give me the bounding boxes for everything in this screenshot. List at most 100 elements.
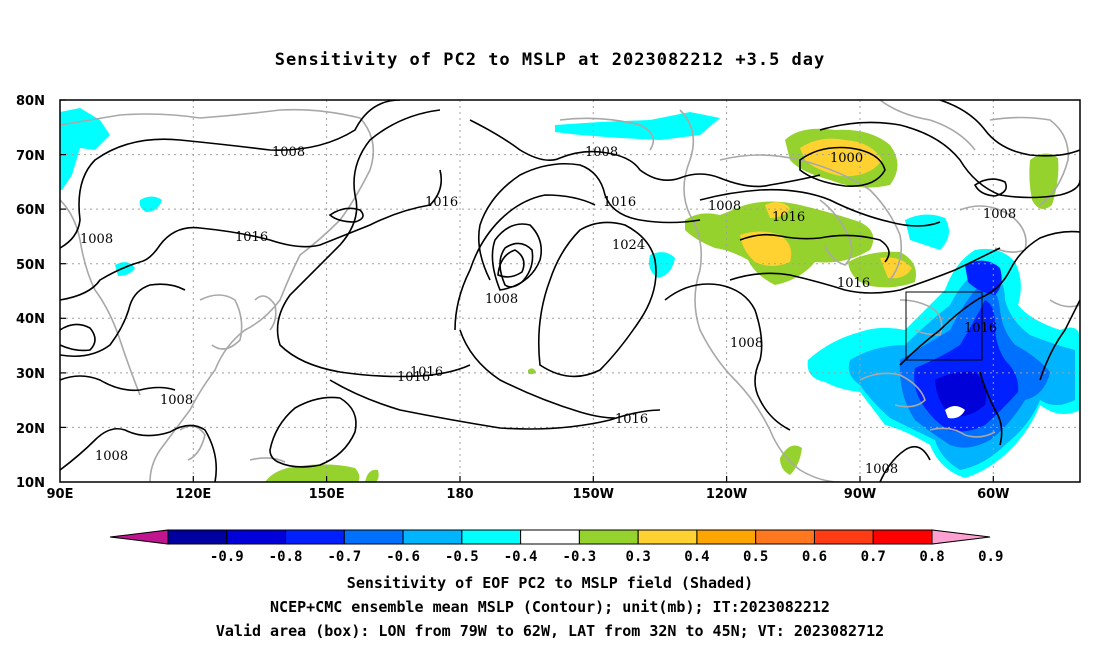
coastline xyxy=(679,109,841,482)
colorbar-swatch xyxy=(872,529,933,545)
colorbar-swatch xyxy=(226,529,287,545)
colorbar-swatch xyxy=(343,529,404,545)
contour-label: 1008 xyxy=(485,292,518,307)
isobar xyxy=(739,233,890,263)
colorbar-tick-label: 0.3 xyxy=(626,549,651,565)
lat-labels: 80N 70N 60N 50N 40N 30N 20N 10N xyxy=(16,94,45,491)
isobar xyxy=(729,247,1001,294)
isobar xyxy=(60,323,96,352)
coastline xyxy=(929,427,996,438)
contour-label: 1008 xyxy=(708,199,741,214)
colorbar-tick-label: -0.5 xyxy=(445,549,479,565)
coastline xyxy=(859,372,926,408)
isobar xyxy=(454,194,596,331)
isobar xyxy=(1039,299,1080,381)
coastline xyxy=(959,205,1027,253)
colorbar-min-arrow xyxy=(109,529,169,545)
shade-region xyxy=(365,469,379,482)
shade-region xyxy=(780,445,802,475)
colorbar-swatch xyxy=(402,529,463,545)
plot-frame xyxy=(59,99,1081,483)
sensitivity-shading xyxy=(60,108,1080,482)
coastline xyxy=(254,295,277,331)
contour-label: 1016 xyxy=(410,365,443,380)
shade-region xyxy=(880,257,912,279)
valid-area-box xyxy=(905,291,983,361)
colorbar-swatch xyxy=(520,529,580,545)
colorbar-swatch xyxy=(755,529,815,545)
colorbar-tick-label: 0.5 xyxy=(743,549,768,565)
coastline xyxy=(719,154,903,281)
coastline xyxy=(60,108,375,482)
lon-label: 120E xyxy=(175,487,211,502)
shade-region xyxy=(935,371,987,417)
coastline xyxy=(819,199,853,266)
lon-label: 150E xyxy=(309,487,345,502)
colorbar-swatch xyxy=(813,529,874,545)
contour-label: 1016 xyxy=(603,195,636,210)
lon-label: 150W xyxy=(573,487,614,502)
colorbar-tick-label: -0.3 xyxy=(563,549,597,565)
colorbar-tick-label: -0.4 xyxy=(504,549,538,565)
colorbar-swatch xyxy=(578,529,639,545)
isobar xyxy=(979,371,1003,446)
contour-label: 1008 xyxy=(80,232,113,247)
colorbar-tick-label: 0.4 xyxy=(684,549,709,565)
colorbar-tick-label: -0.7 xyxy=(327,549,361,565)
colorbar-tick-label: 0.6 xyxy=(802,549,827,565)
contour-label: 1016 xyxy=(837,276,870,291)
colorbar-tick-label: -0.8 xyxy=(269,549,303,565)
shade-region xyxy=(139,196,162,212)
isobar xyxy=(60,100,401,249)
lat-label: 30N xyxy=(16,367,45,382)
shade-region xyxy=(965,260,1002,295)
isobar xyxy=(973,178,1008,197)
shade-region xyxy=(765,202,790,218)
coastline xyxy=(179,425,206,461)
isobar xyxy=(60,283,186,358)
isobar xyxy=(269,396,357,468)
lon-label: 120W xyxy=(706,487,747,502)
colorbar-swatch xyxy=(461,529,522,545)
plot-title: Sensitivity of PC2 to MSLP at 2023082212… xyxy=(274,50,826,70)
isobar xyxy=(497,249,525,278)
shade-region xyxy=(265,464,360,482)
isobar xyxy=(819,121,1080,199)
caption-valid-area: Valid area (box): LON from 79W to 62W, L… xyxy=(215,622,885,640)
contour-label: 1000 xyxy=(830,151,863,166)
contour-label: 1016 xyxy=(235,230,268,245)
coastlines xyxy=(60,100,1080,482)
contour-label: 1008 xyxy=(730,336,763,351)
contour-label: 1016 xyxy=(615,412,648,427)
colorbar-tick-label: 0.8 xyxy=(919,549,944,565)
isobar xyxy=(459,329,616,419)
contour-label: 1016 xyxy=(397,370,430,385)
lat-label: 70N xyxy=(16,149,45,164)
lon-label: 60W xyxy=(977,487,1009,502)
coastline xyxy=(199,294,243,350)
isobar xyxy=(899,230,1080,366)
isobar xyxy=(328,207,364,223)
isobar xyxy=(469,119,821,188)
lon-label: 90E xyxy=(47,487,74,502)
colorbar-tick-label: -0.9 xyxy=(210,549,244,565)
lat-label: 20N xyxy=(16,422,45,437)
mslp-contours xyxy=(60,100,1080,482)
colorbar-tick-label: 0.7 xyxy=(861,549,886,565)
isobar xyxy=(60,424,218,482)
isobar xyxy=(537,221,657,378)
coastline xyxy=(899,299,943,336)
contour-label: 1008 xyxy=(585,145,618,160)
contour-label: 1008 xyxy=(95,449,128,464)
isobar xyxy=(499,242,534,288)
caption-shading: Sensitivity of EOF PC2 to MSLP field (Sh… xyxy=(346,574,754,592)
lat-label: 60N xyxy=(16,203,45,218)
lon-labels: 90E 120E 150E 180 150W 120W 90W 60W xyxy=(47,487,1010,502)
contour-label: 1024 xyxy=(612,238,645,253)
contour-label: 1016 xyxy=(964,321,997,336)
coastline xyxy=(989,116,1069,206)
coastline xyxy=(559,117,655,151)
map-figure: 1008 1008 1016 1016 1008 1016 1024 1008 … xyxy=(16,94,1081,565)
caption-contour: NCEP+CMC ensemble mean MSLP (Contour); u… xyxy=(270,598,830,616)
colorbar-tick-label: -0.6 xyxy=(386,549,420,565)
